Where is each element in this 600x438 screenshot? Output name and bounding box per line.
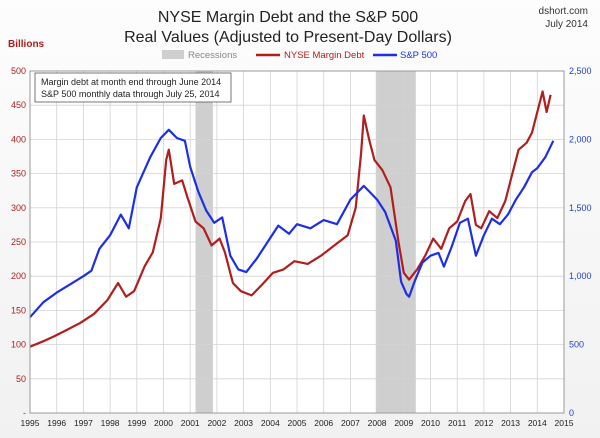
- x-tick-label: 1999: [127, 418, 146, 428]
- y-left-tick-label: 200: [11, 271, 26, 281]
- chart-title-line1: NYSE Margin Debt and the S&P 500: [158, 9, 418, 26]
- y-right-tick-label: 0: [569, 408, 574, 418]
- legend-label-sp500: S&P 500: [400, 50, 437, 61]
- note-box-frame: [34, 72, 232, 103]
- y-left-tick-label: 100: [11, 340, 26, 350]
- x-tick-label: 2015: [555, 418, 574, 428]
- y-left-tick-label: 500: [11, 66, 26, 76]
- y-right-tick-label: 2,500: [569, 66, 592, 76]
- axis-ticks: - 50 100 150 200 250 300 350 400 450 500 0 500 1,000 1…: [11, 66, 592, 428]
- legend-label-margin-debt: NYSE Margin Debt: [284, 50, 365, 61]
- source-label: dshort.com: [539, 6, 588, 17]
- x-tick-label: 2007: [341, 418, 360, 428]
- x-tick-label: 2001: [181, 418, 200, 428]
- y-left-tick-label: 400: [11, 134, 26, 144]
- y-left-axis-title: Billions: [8, 39, 45, 50]
- x-tick-label: 2002: [207, 418, 226, 428]
- x-tick-label: 2013: [501, 418, 520, 428]
- x-tick-label: 2008: [368, 418, 387, 428]
- x-tick-label: 1995: [21, 418, 40, 428]
- x-tick-label: 2000: [154, 418, 173, 428]
- x-tick-label: 1998: [101, 418, 120, 428]
- y-left-tick-label: 150: [11, 305, 26, 315]
- x-tick-label: 2011: [448, 418, 467, 428]
- x-tick-label: 2003: [234, 418, 253, 428]
- y-left-tick-label: 250: [11, 237, 26, 247]
- note-line1: Margin debt at month end through June 20…: [41, 77, 221, 87]
- legend-swatch-recessions: [162, 50, 184, 59]
- series-line-margin-debt: [29, 90, 552, 348]
- y-left-tick-label: 50: [16, 374, 26, 384]
- x-tick-label: 2004: [261, 418, 280, 428]
- y-right-tick-label: 1,500: [569, 203, 592, 213]
- x-tick-label: 2014: [528, 418, 547, 428]
- legend: Recessions NYSE Margin Debt S&P 500: [162, 50, 437, 61]
- y-left-tick-label: 350: [11, 169, 26, 179]
- note-line2: S&P 500 monthly data through July 25, 20…: [41, 89, 219, 99]
- series-lines: [29, 90, 555, 348]
- chart-title-line2: Real Values (Adjusted to Present-Day Dol…: [124, 29, 452, 46]
- x-tick-label: 1997: [74, 418, 93, 428]
- plot-border: [29, 70, 565, 414]
- gridlines: [30, 71, 564, 413]
- y-left-tick-label: 300: [11, 203, 26, 213]
- date-label: July 2014: [545, 19, 588, 30]
- y-left-tick-label: 450: [11, 100, 26, 110]
- series-line-sp500: [29, 128, 555, 318]
- y-right-tick-label: 500: [569, 340, 584, 350]
- x-tick-label: 2009: [394, 418, 413, 428]
- x-tick-label: 2006: [314, 418, 333, 428]
- note-box: Margin debt at month end through June 20…: [34, 72, 232, 103]
- x-tick-label: 2012: [474, 418, 493, 428]
- x-tick-label: 1996: [47, 418, 66, 428]
- y-right-tick-label: 2,000: [569, 134, 592, 144]
- x-tick-label: 2005: [288, 418, 307, 428]
- y-right-tick-label: 1,000: [569, 271, 592, 281]
- y-left-tick-label: -: [23, 408, 26, 418]
- x-tick-label: 2010: [421, 418, 440, 428]
- legend-label-recessions: Recessions: [188, 50, 237, 61]
